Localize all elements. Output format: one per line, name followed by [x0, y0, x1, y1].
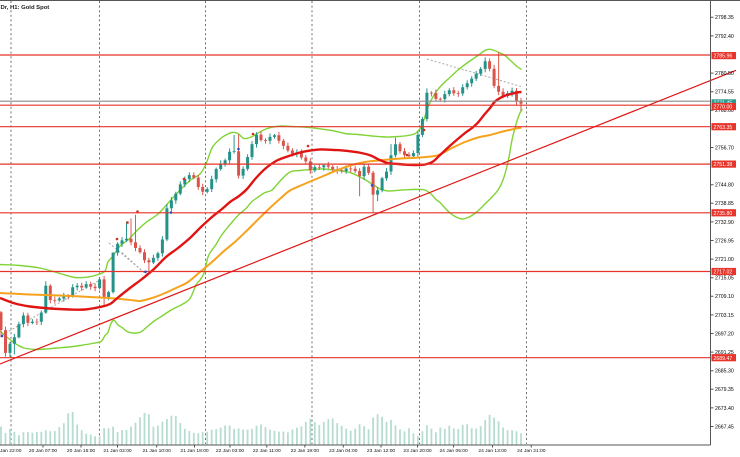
svg-text:2709.10: 2709.10 — [715, 294, 734, 300]
svg-text:2721.00: 2721.00 — [715, 257, 734, 263]
svg-text:2697.20: 2697.20 — [715, 331, 734, 337]
svg-text:2751.38: 2751.38 — [714, 162, 733, 168]
svg-text:23 Jan 20:00: 23 Jan 20:00 — [403, 448, 432, 454]
svg-text:2726.95: 2726.95 — [715, 238, 734, 244]
svg-text:2756.70: 2756.70 — [715, 145, 734, 151]
svg-text:2738.85: 2738.85 — [715, 201, 734, 207]
svg-text:22 Jan 11:00: 22 Jan 11:00 — [253, 448, 281, 454]
svg-text:22 Jan 03:00: 22 Jan 03:00 — [216, 448, 245, 454]
svg-text:2715.05: 2715.05 — [715, 276, 734, 282]
svg-text:20 Jan 07:00: 20 Jan 07:00 — [29, 448, 58, 454]
svg-text:2792.40: 2792.40 — [715, 34, 734, 40]
svg-text:2689.47: 2689.47 — [714, 356, 733, 362]
svg-text:21 Jan 18:00: 21 Jan 18:00 — [180, 448, 209, 454]
svg-text:2763.35: 2763.35 — [714, 125, 733, 131]
svg-text:24 Jan 13:00: 24 Jan 13:00 — [478, 448, 507, 454]
svg-text:Dr, H1: Gold Spot: Dr, H1: Gold Spot — [1, 5, 50, 11]
svg-text:2679.35: 2679.35 — [715, 387, 734, 393]
svg-text:2798.35: 2798.35 — [715, 15, 734, 21]
svg-text:2768.60: 2768.60 — [715, 108, 734, 114]
svg-text:24 Jan 05:00: 24 Jan 05:00 — [439, 448, 468, 454]
svg-text:22 Jan 19:00: 22 Jan 19:00 — [291, 448, 320, 454]
svg-text:Jan 22:00: Jan 22:00 — [0, 448, 22, 454]
svg-text:23 Jan 04:00: 23 Jan 04:00 — [329, 448, 358, 454]
svg-text:2780.50: 2780.50 — [715, 71, 734, 77]
svg-text:23 Jan 12:00: 23 Jan 12:00 — [367, 448, 396, 454]
svg-text:2673.40: 2673.40 — [715, 406, 734, 412]
svg-text:21 Jan 02:00: 21 Jan 02:00 — [103, 448, 132, 454]
svg-text:24 Jan 21:00: 24 Jan 21:00 — [517, 448, 546, 454]
svg-text:2770.00: 2770.00 — [714, 105, 733, 111]
svg-text:2735.80: 2735.80 — [714, 211, 733, 217]
svg-text:2717.02: 2717.02 — [714, 270, 733, 276]
svg-text:2703.15: 2703.15 — [715, 313, 734, 319]
svg-text:2691.25: 2691.25 — [715, 350, 734, 356]
svg-text:2774.55: 2774.55 — [715, 90, 734, 96]
svg-text:2685.30: 2685.30 — [715, 369, 734, 375]
svg-text:2667.45: 2667.45 — [715, 424, 734, 430]
svg-text:2785.96: 2785.96 — [714, 54, 733, 60]
svg-text:21 Jan 10:00: 21 Jan 10:00 — [143, 448, 172, 454]
svg-text:2732.90: 2732.90 — [715, 220, 734, 226]
svg-text:2744.80: 2744.80 — [715, 183, 734, 189]
svg-text:20 Jan 15:00: 20 Jan 15:00 — [67, 448, 96, 454]
